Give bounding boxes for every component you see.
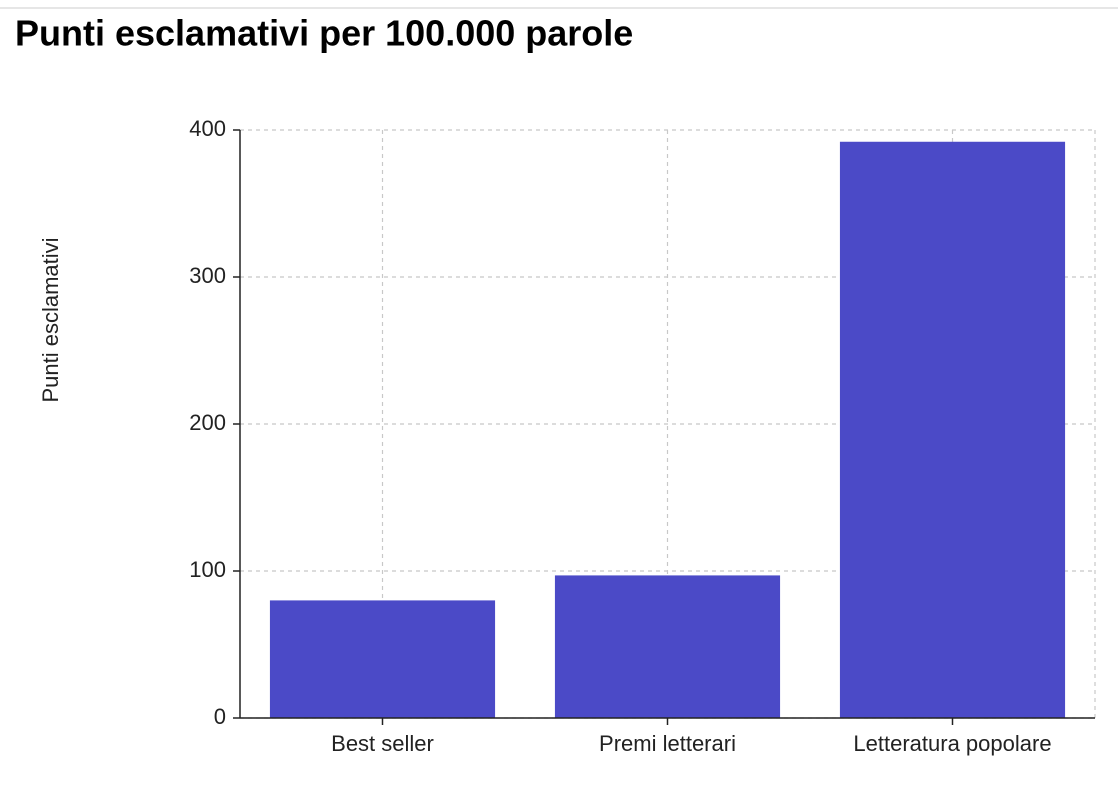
bar — [269, 600, 496, 718]
y-tick-label: 0 — [214, 704, 226, 729]
x-tick-label: Premi letterari — [599, 731, 736, 756]
bar — [554, 575, 781, 718]
y-tick-label: 100 — [189, 557, 226, 582]
chart-title: Punti esclamativi per 100.000 parole — [15, 13, 633, 54]
x-tick-label: Best seller — [331, 731, 434, 756]
y-tick-label: 300 — [189, 263, 226, 288]
bar — [839, 141, 1066, 718]
x-tick-label: Letteratura popolare — [853, 731, 1051, 756]
y-axis-label: Punti esclamativi — [38, 237, 63, 402]
y-tick-label: 200 — [189, 410, 226, 435]
y-tick-label: 400 — [189, 116, 226, 141]
